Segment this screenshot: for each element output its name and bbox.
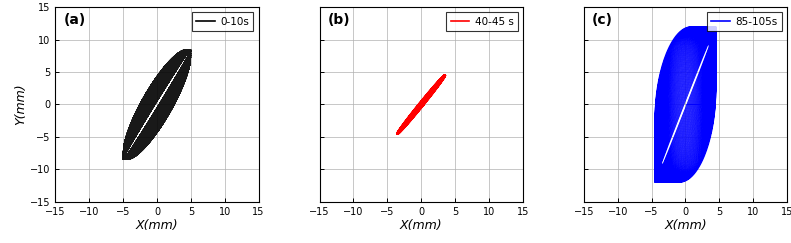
Text: (c): (c) <box>592 13 613 27</box>
Text: (a): (a) <box>63 13 85 27</box>
X-axis label: X(mm): X(mm) <box>664 219 706 232</box>
Legend: 40-45 s: 40-45 s <box>446 12 517 31</box>
Legend: 85-105s: 85-105s <box>707 12 782 31</box>
X-axis label: X(mm): X(mm) <box>400 219 442 232</box>
Legend: 0-10s: 0-10s <box>192 12 253 31</box>
Y-axis label: Y(mm): Y(mm) <box>14 84 27 125</box>
X-axis label: X(mm): X(mm) <box>136 219 178 232</box>
Text: (b): (b) <box>327 13 350 27</box>
